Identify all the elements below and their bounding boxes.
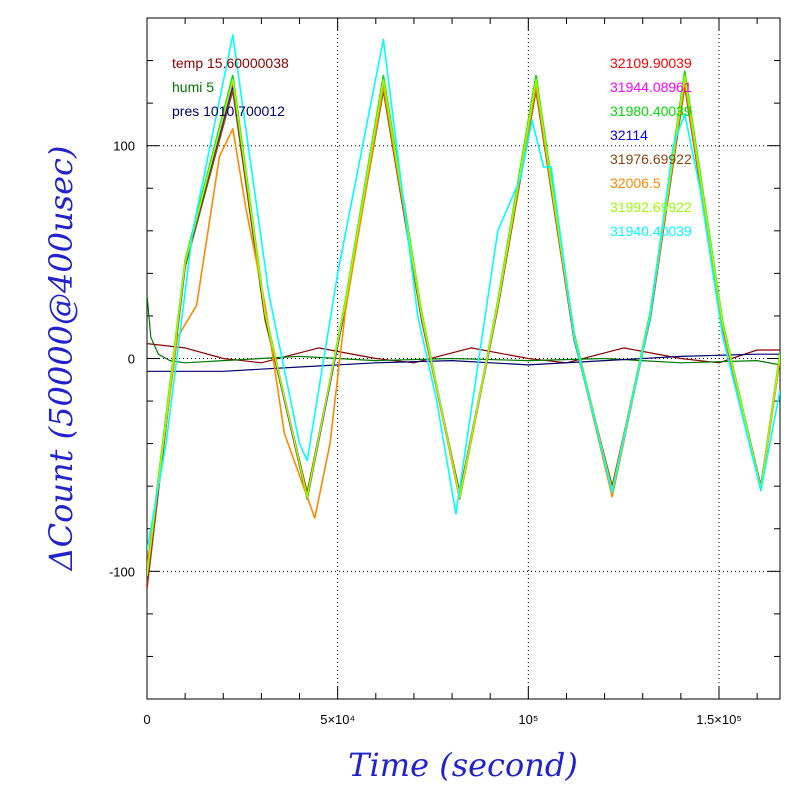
series-line-9 (147, 294, 780, 366)
series-line-6 (147, 74, 780, 576)
env-legend-humi: humi 5 (172, 79, 214, 95)
series-legend-6: 31992.69922 (610, 199, 692, 215)
series-legend-4: 31976.69922 (610, 151, 692, 167)
x-tick-label: 0 (143, 712, 150, 727)
y-tick-label: -100 (109, 564, 135, 579)
axis-ticks (147, 17, 780, 699)
y-tick-label: 100 (113, 139, 135, 154)
x-axis-title: Time (second) (348, 746, 578, 784)
series-legend: 32109.90039 31944.08961 31980.40039 32114 31… (610, 55, 692, 239)
series-layer (147, 34, 780, 589)
env-legend-pres: pres 1010.700012 (172, 103, 285, 119)
series-legend-0: 32109.90039 (610, 55, 692, 71)
series-legend-1: 31944.08961 (610, 79, 692, 95)
series-legend-5: 32006.5 (610, 175, 661, 191)
y-tick-label: 0 (128, 352, 135, 367)
series-line-10 (147, 353, 780, 372)
x-tick-label: 5×10⁴ (320, 712, 355, 727)
env-legend: temp 15.60000038 humi 5 pres 1010.700012 (172, 55, 289, 119)
series-legend-2: 31980.40039 (610, 103, 692, 119)
series-legend-7: 31940.40039 (610, 223, 692, 239)
series-legend-3: 32114 (610, 127, 648, 143)
y-axis-title: ΔCount (50000@400usec) (42, 146, 80, 573)
env-legend-temp: temp 15.60000038 (172, 55, 289, 71)
x-tick-label: 1.5×10⁵ (696, 712, 742, 727)
tick-labels: 0 5×10⁴ 10⁵ 1.5×10⁵ -100 0 100 (109, 139, 742, 727)
x-tick-label: 10⁵ (518, 712, 538, 727)
series-line-7 (147, 34, 780, 551)
